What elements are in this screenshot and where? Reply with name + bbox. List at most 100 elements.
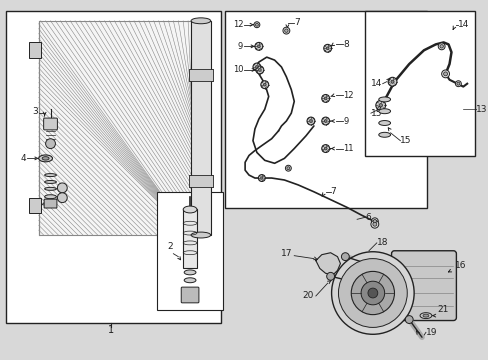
Circle shape xyxy=(321,117,329,125)
Circle shape xyxy=(286,167,289,170)
Bar xyxy=(183,210,197,269)
Text: 15: 15 xyxy=(400,136,411,145)
Circle shape xyxy=(367,288,377,298)
Ellipse shape xyxy=(184,278,196,283)
Text: 6: 6 xyxy=(364,213,370,222)
Circle shape xyxy=(441,70,448,78)
Circle shape xyxy=(255,23,258,26)
Text: 8: 8 xyxy=(343,40,348,49)
Bar xyxy=(225,11,426,207)
Ellipse shape xyxy=(419,313,431,319)
Ellipse shape xyxy=(378,121,390,125)
Circle shape xyxy=(372,222,376,226)
Circle shape xyxy=(378,104,382,107)
Circle shape xyxy=(57,193,67,203)
Bar xyxy=(6,11,220,324)
Ellipse shape xyxy=(191,18,210,24)
Circle shape xyxy=(350,271,394,315)
Text: 9: 9 xyxy=(343,117,348,126)
Bar xyxy=(29,42,41,58)
Text: 19: 19 xyxy=(425,328,437,337)
Circle shape xyxy=(439,45,443,48)
FancyBboxPatch shape xyxy=(181,287,199,303)
Text: 7: 7 xyxy=(330,187,336,196)
Text: 2: 2 xyxy=(167,242,173,251)
Circle shape xyxy=(454,81,460,87)
Text: 20: 20 xyxy=(302,292,313,301)
Text: 17: 17 xyxy=(280,249,292,258)
Text: 13: 13 xyxy=(475,105,487,114)
Circle shape xyxy=(390,80,393,83)
Circle shape xyxy=(324,147,326,150)
Circle shape xyxy=(253,22,259,28)
Bar xyxy=(29,198,41,213)
Circle shape xyxy=(260,177,263,179)
Text: 12: 12 xyxy=(343,91,353,100)
Circle shape xyxy=(331,252,413,334)
Circle shape xyxy=(285,165,291,171)
Ellipse shape xyxy=(184,270,196,275)
Ellipse shape xyxy=(44,195,56,199)
Text: 11: 11 xyxy=(343,144,353,153)
Circle shape xyxy=(260,81,268,89)
Ellipse shape xyxy=(378,132,390,137)
Circle shape xyxy=(306,117,314,125)
Circle shape xyxy=(258,68,261,71)
Text: 7: 7 xyxy=(294,18,299,27)
Circle shape xyxy=(324,120,326,122)
Text: 21: 21 xyxy=(437,305,448,314)
Ellipse shape xyxy=(42,157,49,160)
Ellipse shape xyxy=(378,97,390,102)
Circle shape xyxy=(283,27,289,34)
Circle shape xyxy=(370,218,378,225)
Text: 12: 12 xyxy=(232,20,243,29)
Ellipse shape xyxy=(378,109,390,114)
FancyBboxPatch shape xyxy=(43,118,57,130)
Circle shape xyxy=(263,83,265,86)
Circle shape xyxy=(325,47,328,50)
Circle shape xyxy=(323,44,331,52)
Circle shape xyxy=(45,139,55,149)
Bar xyxy=(189,69,212,81)
Circle shape xyxy=(254,42,262,50)
Circle shape xyxy=(255,66,258,68)
Text: 4: 4 xyxy=(20,154,26,163)
Circle shape xyxy=(372,220,376,223)
Bar xyxy=(364,11,474,156)
Text: 3: 3 xyxy=(32,107,38,116)
Circle shape xyxy=(324,97,326,100)
Circle shape xyxy=(258,175,264,181)
Bar xyxy=(191,21,210,235)
Circle shape xyxy=(309,120,312,122)
Circle shape xyxy=(387,77,396,86)
Circle shape xyxy=(456,82,459,85)
Ellipse shape xyxy=(183,206,197,213)
Bar xyxy=(156,192,223,310)
FancyBboxPatch shape xyxy=(391,251,455,320)
Circle shape xyxy=(284,29,287,32)
Circle shape xyxy=(360,281,384,305)
Bar xyxy=(39,21,191,235)
Text: 14: 14 xyxy=(457,20,469,29)
Text: 14: 14 xyxy=(370,79,382,88)
Text: 16: 16 xyxy=(454,261,466,270)
Circle shape xyxy=(57,183,67,193)
Ellipse shape xyxy=(191,232,210,238)
Circle shape xyxy=(338,258,407,327)
Circle shape xyxy=(255,66,263,74)
Text: 9: 9 xyxy=(237,42,243,51)
Ellipse shape xyxy=(44,180,56,184)
Text: 15: 15 xyxy=(370,109,382,118)
Ellipse shape xyxy=(44,187,56,190)
Text: 18: 18 xyxy=(376,238,387,247)
Polygon shape xyxy=(315,253,340,274)
Circle shape xyxy=(443,72,447,76)
Ellipse shape xyxy=(44,174,56,176)
Bar xyxy=(189,175,212,187)
Circle shape xyxy=(370,220,378,228)
Circle shape xyxy=(405,316,412,324)
Circle shape xyxy=(321,95,329,102)
Ellipse shape xyxy=(422,314,428,317)
Circle shape xyxy=(437,43,444,50)
Text: 5: 5 xyxy=(36,205,41,214)
